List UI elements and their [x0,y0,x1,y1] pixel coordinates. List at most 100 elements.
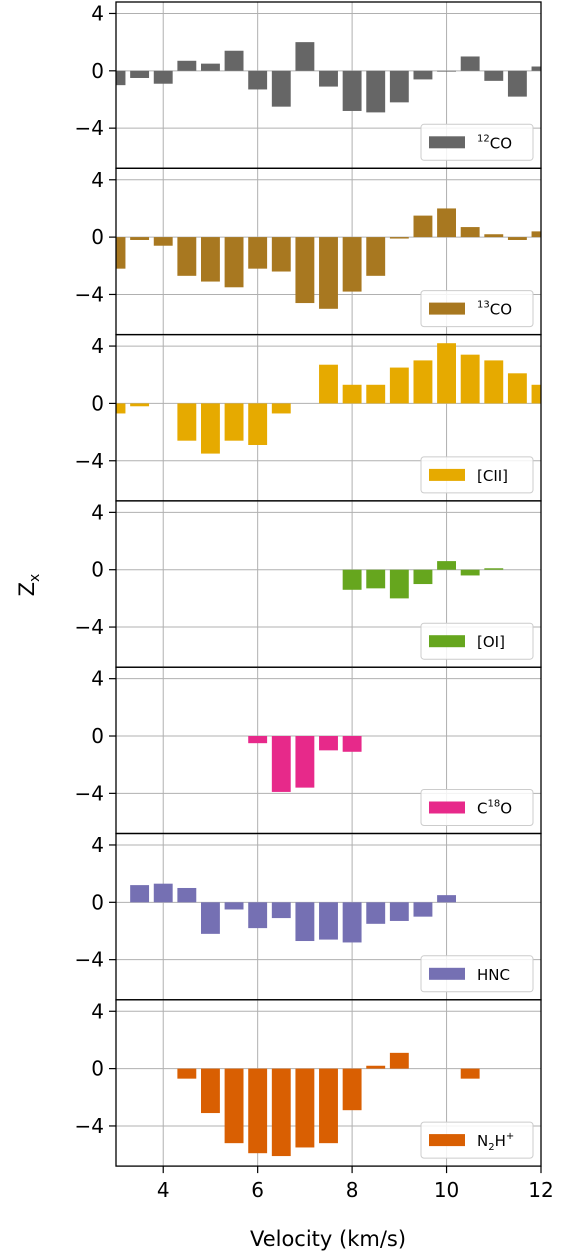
bar [116,70,126,86]
legend-label: C18O [477,799,512,818]
y-tick-label: 0 [91,59,104,83]
bar [437,561,456,570]
bar [366,70,386,113]
bar [319,902,338,940]
bar [319,1068,338,1144]
bar [366,384,386,404]
bar [437,208,456,238]
y-tick-label: −4 [75,781,104,805]
x-tick-label: 6 [251,1178,264,1202]
bar [342,569,362,590]
bar [389,902,409,921]
bar [484,360,504,404]
panel-4: 4 0 −4 [OI] [75,500,542,668]
legend-swatch [429,635,465,648]
bar [248,736,268,744]
x-axis-label: Velocity (km/s) [250,1227,406,1251]
y-tick-label: −4 [75,1114,104,1138]
y-tick-label: 0 [91,1057,104,1081]
y-tick-label: 4 [91,500,104,524]
legend-swatch [429,801,465,814]
y-tick-label: −4 [75,948,104,972]
legend-box [420,456,534,494]
bar-series [177,1052,480,1157]
bar [271,736,291,792]
bar [342,70,362,111]
legend: 13CO [420,290,534,328]
bar-series [342,561,504,599]
bar [413,902,433,917]
bar [342,1068,362,1111]
legend-label-sup: 18 [487,799,500,810]
bar [201,1068,220,1114]
bar [153,237,173,246]
legend-box [420,123,534,161]
y-tick-label: −4 [75,449,104,473]
legend-label-text: CO [490,301,512,319]
bar [342,902,362,943]
bar [389,237,409,239]
bar [201,237,220,282]
bar [389,70,409,103]
legend: 12CO [420,123,534,161]
bar [531,384,541,404]
legend-label-sub: 2 [488,1142,494,1153]
bar [342,384,362,404]
y-tick-label: 4 [91,999,104,1023]
bar [224,237,244,288]
bar [177,887,197,903]
y-tick-label: −4 [75,116,104,140]
bar [319,70,338,87]
panel-frame [115,999,542,1167]
legend-box [420,789,534,826]
bar [460,569,480,576]
x-tick-label: 8 [346,1178,359,1202]
bar [366,569,386,589]
bar [295,736,315,788]
bar [413,215,433,238]
legend-label-sup: 13 [477,300,490,311]
legend-swatch [429,136,465,149]
bar [271,902,291,919]
y-tick-label: 0 [91,225,104,249]
bar [413,569,433,585]
y-axis-label: Zx [15,574,43,597]
bar [201,63,220,71]
bar [507,70,527,97]
bar [366,902,386,924]
bar [248,70,268,90]
y-axis-label-subscript: x [27,574,43,582]
legend-label: HNC [477,966,510,984]
bar [295,1068,315,1148]
panel-5: 4 0 −4 C18O [75,666,542,835]
panel-2: 4 0 −4 13CO [75,167,542,336]
legend-box [420,955,534,993]
bar [153,883,173,903]
bar [130,70,150,78]
legend: [OI] [420,622,534,660]
legend-swatch [429,967,465,980]
legend-swatch [429,302,465,315]
legend-label: [CII] [477,467,508,485]
bar-series [116,208,541,309]
bar [437,895,456,903]
y-tick-label: 0 [91,890,104,914]
bar [460,56,480,71]
bar [271,403,291,414]
legend-label-text: O [500,800,512,818]
bar [437,70,456,72]
bar [319,736,338,751]
bar [177,60,197,71]
legend: C18O [420,789,534,826]
legend: HNC [420,955,534,993]
bar [413,360,433,404]
bar [342,736,362,752]
bar-series [130,883,456,943]
bar [319,364,338,404]
legend: [CII] [420,456,534,494]
bar [224,1068,244,1144]
bar [295,42,315,71]
y-tick-label: 0 [91,558,104,582]
y-tick-label: 0 [91,724,104,748]
